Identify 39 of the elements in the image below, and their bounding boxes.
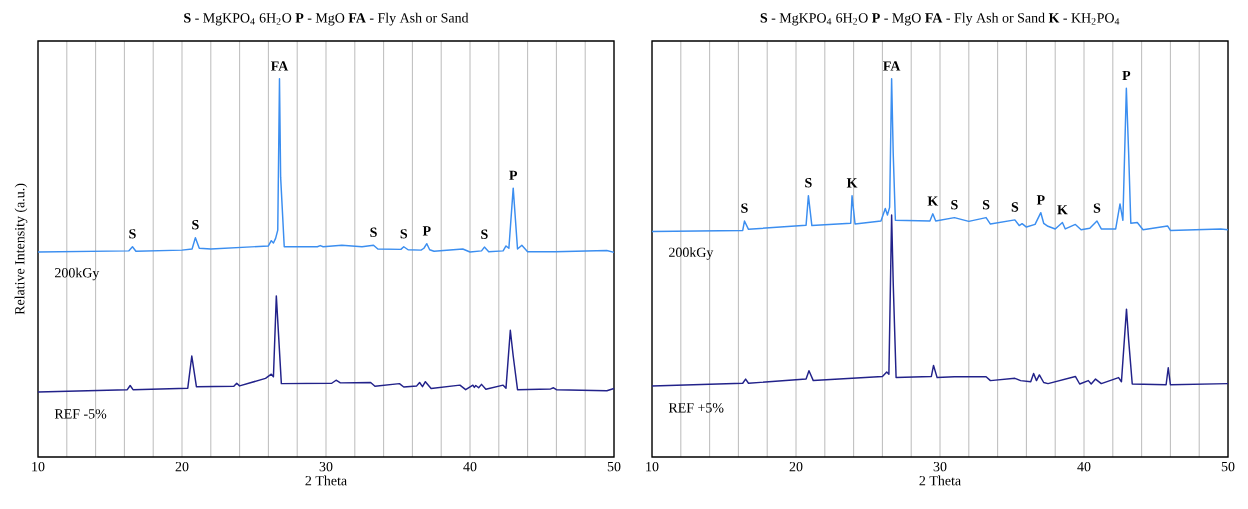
series-label: REF +5% [668,403,724,413]
annotation: P [422,226,431,236]
annotation: S [1011,202,1019,212]
x-tick-label: 40 [1077,461,1091,472]
y-axis-title: Relative Intensity (a.u.) [14,183,28,315]
annotation: S [982,200,990,210]
x-tick-label: 30 [319,461,333,472]
x-tick-label: 50 [607,461,621,472]
annotation: S [370,227,377,237]
annotation: S [400,229,408,239]
x-tick-label: 20 [789,461,803,472]
annotation: FA [883,61,901,71]
annotation: S [805,178,812,188]
annotation: S [741,203,748,213]
series-label: REF -5% [54,409,107,419]
x-tick-label: 10 [32,461,45,472]
x-axis-title: 2 Theta [305,475,347,486]
x-axis-title: 2 Theta [919,475,961,486]
series-label: 200kGy [55,267,100,281]
chart-title: S - MgKPO$_{4}$ 6H$_{2}$O P - MgO FA - Fly Ash or Sand K - KH$_{2}$PO$_{4}$ [760,12,1120,26]
x-tick-label: 20 [175,461,189,472]
annotation: S [951,200,958,210]
annotation: P [1036,195,1045,205]
x-tick-label: 10 [646,461,659,472]
series-label: 200kGy [669,247,714,260]
annotation: S [129,229,136,239]
annotation: P [509,170,518,180]
annotation: S [1093,203,1101,213]
x-tick-label: 40 [463,461,477,472]
chart-title: S - MgKPO$_{4}$ 6H$_{2}$O P - MgO FA - Fly Ash or Sand [184,12,469,26]
annotation: S [192,220,199,230]
x-tick-label: 30 [933,461,947,472]
x-tick-label: 50 [1221,461,1235,472]
annotation: S [481,229,488,239]
annotation: K [1057,205,1068,215]
annotation: K [927,196,939,206]
annotation: FA [270,61,289,71]
annotation: P [1122,70,1131,81]
annotation: K [846,178,858,188]
